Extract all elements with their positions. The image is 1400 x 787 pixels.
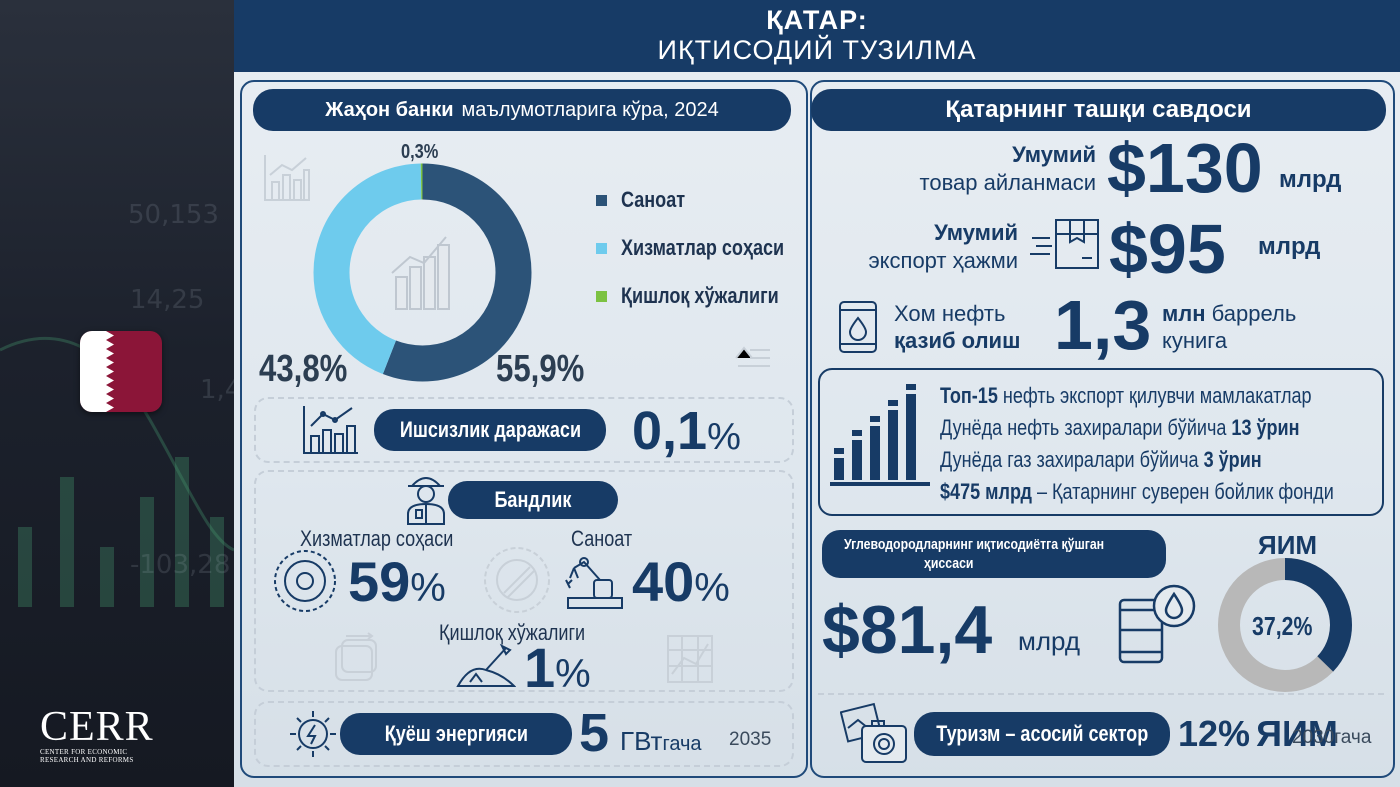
solar-unit: ГВтгача bbox=[620, 726, 702, 756]
page-header: ҚАТАР: ИҚТИСОДИЙ ТУЗИЛМА bbox=[234, 0, 1400, 72]
solar-energy-icon bbox=[290, 711, 336, 757]
background-number: 50,153 bbox=[128, 200, 219, 230]
legend-swatch bbox=[596, 194, 607, 206]
employment-services-value: 59% bbox=[348, 550, 446, 613]
hydrocarbon-unit: млрд bbox=[1018, 626, 1081, 656]
trade-title: Қатарнинг ташқи савдоси bbox=[811, 89, 1386, 131]
page-title: ҚАТАР: bbox=[766, 5, 868, 35]
right-section bbox=[810, 80, 1395, 778]
tourism-year: 2030гача bbox=[1292, 727, 1372, 748]
unemployment-box bbox=[254, 397, 794, 463]
legend-item-services: Хизматлар соҳаси bbox=[596, 235, 820, 260]
donut-slice-services bbox=[313, 163, 532, 382]
legend-swatch bbox=[596, 242, 607, 254]
gdp-donut-arc bbox=[1218, 558, 1352, 692]
source-banner: Жаҳон банки маълумотларига кўра, 2024 bbox=[253, 89, 791, 131]
export-unit: млрд bbox=[1258, 233, 1321, 260]
unemployment-label: Ишсизлик даражаси bbox=[374, 409, 606, 451]
fact-item: Дунёда нефть захиралари бўйича 13 ўрин bbox=[940, 415, 1300, 440]
gdp-share-value: 37,2% bbox=[1252, 611, 1313, 641]
oil-unit: млн баррель кунига bbox=[1162, 301, 1297, 353]
employment-agri-label: Қишлоқ хўжалиги bbox=[439, 620, 586, 645]
facts-box bbox=[818, 368, 1384, 516]
employment-agri-value: 1% bbox=[524, 636, 591, 699]
fact-item: $475 млрд – Қатарнинг суверен бойлик фон… bbox=[940, 479, 1334, 504]
chart-growth-icon bbox=[303, 406, 358, 454]
background-number: -103,28 bbox=[130, 550, 231, 580]
background-number: 14,25 bbox=[130, 285, 205, 315]
export-value: $95 bbox=[1109, 210, 1226, 288]
solar-box bbox=[254, 701, 794, 767]
oil-label: Хом нефть қазиб олиш bbox=[894, 301, 1021, 353]
chart-icon bbox=[264, 155, 310, 201]
oil-value: 1,3 bbox=[1054, 286, 1152, 364]
solar-year: 2035 bbox=[729, 729, 772, 750]
gear-icon bbox=[274, 550, 336, 612]
legend-swatch bbox=[596, 290, 607, 302]
delivery-box-icon bbox=[1030, 219, 1099, 269]
main-panel: ҚАТАР: ИҚТИСОДИЙ ТУЗИЛМА Жаҳон банки маъ… bbox=[234, 0, 1400, 787]
donut-legend: Саноат Хизматлар соҳаси Қишлоқ хўжалиги bbox=[596, 187, 820, 308]
employment-title: Бандлик bbox=[448, 481, 618, 519]
gdp-share-donut bbox=[1218, 558, 1352, 692]
line-chart-icon bbox=[667, 635, 713, 683]
employment-services-label: Хизматлар соҳаси bbox=[300, 526, 454, 551]
fact-item: Дунёда газ захиралари бўйича 3 ўрин bbox=[940, 447, 1262, 472]
legend-item-industry: Саноат bbox=[596, 187, 820, 212]
oil-barrel-icon bbox=[839, 301, 877, 353]
qatar-flag-icon bbox=[80, 331, 162, 412]
page-subtitle: ИҚТИСОДИЙ ТУЗИЛМА bbox=[657, 35, 977, 65]
cerr-logo: CERR CENTER FOR ECONOMIC RESEARCH AND RE… bbox=[40, 704, 154, 764]
export-label: Умумий экспорт ҳажми bbox=[868, 220, 1018, 273]
hydrocarbon-title: Углеводородларнинг иқтисодиётга қўшган ҳ… bbox=[822, 530, 1166, 578]
turnover-unit: млрд bbox=[1279, 166, 1342, 193]
agri-share-label: 0,3% bbox=[401, 141, 439, 163]
background-number: 1,48 bbox=[200, 375, 234, 405]
services-share-label: 43,8% bbox=[259, 348, 348, 390]
tourism-label: Туризм – асосий сектор bbox=[914, 712, 1170, 756]
gdp-structure-donut bbox=[313, 163, 532, 382]
worker-icon bbox=[407, 477, 445, 525]
background-curve bbox=[0, 336, 234, 552]
pie-chart-icon bbox=[484, 547, 550, 613]
tourism-value: 12% ЯИМ bbox=[1178, 713, 1338, 754]
employment-industry-label: Саноат bbox=[571, 526, 633, 551]
solar-label: Қуёш энергияси bbox=[340, 713, 572, 755]
unemployment-value: 0,1% bbox=[632, 401, 741, 461]
left-section bbox=[240, 80, 808, 778]
solar-value: 5 bbox=[579, 703, 610, 763]
hydrocarbon-value: $81,4 bbox=[822, 592, 993, 668]
farming-icon bbox=[456, 643, 516, 687]
gdp-label: ЯИМ bbox=[1258, 530, 1318, 560]
industry-share-label: 55,9% bbox=[496, 348, 585, 390]
fact-item: Топ-15 нефть экспорт қилувчи мамлакатлар bbox=[940, 383, 1312, 408]
document-icon bbox=[335, 632, 377, 681]
robot-arm-icon bbox=[565, 557, 623, 609]
list-icon bbox=[735, 346, 770, 367]
divider bbox=[818, 693, 1384, 695]
donut-slice-agriculture bbox=[313, 163, 532, 382]
left-decor-strip: 50,153 14,25 1,48 -103,28 CERR CENTER FO… bbox=[0, 0, 234, 787]
oil-barrel-drop-icon bbox=[1118, 584, 1196, 664]
bar-chart-icon bbox=[830, 384, 930, 486]
employment-box bbox=[254, 470, 794, 692]
turnover-value: $130 bbox=[1107, 129, 1263, 207]
legend-item-agriculture: Қишлоқ хўжалиги bbox=[596, 283, 820, 308]
turnover-label: Умумий товар айланмаси bbox=[919, 142, 1096, 195]
employment-industry-value: 40% bbox=[632, 550, 730, 613]
photos-camera-icon bbox=[840, 702, 907, 763]
facts-list: Топ-15 нефть экспорт қилувчи мамлакатлар… bbox=[940, 380, 1400, 508]
